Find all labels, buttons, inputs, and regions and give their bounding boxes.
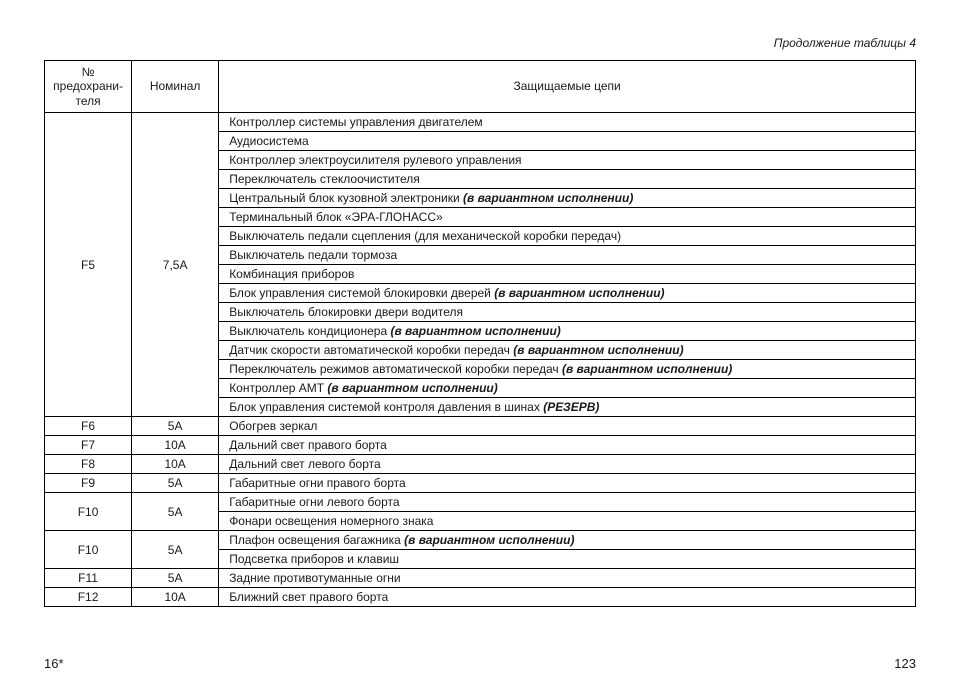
protected-circuit-cell: Контроллер системы управления двигателем: [219, 113, 916, 132]
fuse-rating-cell: 10A: [132, 455, 219, 474]
fuse-rating-cell: 10A: [132, 588, 219, 607]
fuse-id-cell: F6: [45, 417, 132, 436]
fuse-rating-cell: 10A: [132, 436, 219, 455]
table-row: F105AГабаритные огни левого борта: [45, 493, 916, 512]
fuse-id-cell: F8: [45, 455, 132, 474]
fuse-id-cell: F7: [45, 436, 132, 455]
table-header-row: №предохрани-теля Номинал Защищаемые цепи: [45, 61, 916, 113]
table-continuation-caption: Продолжение таблицы 4: [44, 36, 916, 50]
footer-right: 123: [894, 656, 916, 671]
protected-circuit-cell: Габаритные огни левого борта: [219, 493, 916, 512]
table-row: F710AДальний свет правого борта: [45, 436, 916, 455]
protected-circuit-cell: Дальний свет левого борта: [219, 455, 916, 474]
protected-circuit-cell: Подсветка приборов и клавиш: [219, 550, 916, 569]
protected-circuit-cell: Задние противотуманные огни: [219, 569, 916, 588]
protected-circuit-cell: Дальний свет правого борта: [219, 436, 916, 455]
table-row: F1210AБлижний свет правого борта: [45, 588, 916, 607]
fuse-id-cell: F9: [45, 474, 132, 493]
table-row: F115AЗадние противотуманные огни: [45, 569, 916, 588]
protected-circuit-cell: Выключатель педали сцепления (для механи…: [219, 227, 916, 246]
table-row: F65AОбогрев зеркал: [45, 417, 916, 436]
protected-circuit-cell: Аудиосистема: [219, 132, 916, 151]
table-row: F57,5AКонтроллер системы управления двиг…: [45, 113, 916, 132]
table-row: F95AГабаритные огни правого борта: [45, 474, 916, 493]
protected-circuit-cell: Переключатель стеклоочистителя: [219, 170, 916, 189]
fuse-id-cell: F10: [45, 531, 132, 569]
protected-circuit-cell: Выключатель кондиционера (в вариантном и…: [219, 322, 916, 341]
table-row: F810AДальний свет левого борта: [45, 455, 916, 474]
header-circuits: Защищаемые цепи: [219, 61, 916, 113]
fuse-rating-cell: 7,5A: [132, 113, 219, 417]
fuse-rating-cell: 5A: [132, 474, 219, 493]
fuse-rating-cell: 5A: [132, 493, 219, 531]
protected-circuit-cell: Переключатель режимов автоматической кор…: [219, 360, 916, 379]
fuse-table: №предохрани-теля Номинал Защищаемые цепи…: [44, 60, 916, 607]
footer-left: 16*: [44, 656, 64, 671]
protected-circuit-cell: Комбинация приборов: [219, 265, 916, 284]
fuse-rating-cell: 5A: [132, 569, 219, 588]
protected-circuit-cell: Контроллер АМТ (в вариантном исполнении): [219, 379, 916, 398]
protected-circuit-cell: Центральный блок кузовной электроники (в…: [219, 189, 916, 208]
protected-circuit-cell: Габаритные огни правого борта: [219, 474, 916, 493]
protected-circuit-cell: Контроллер электроусилителя рулевого упр…: [219, 151, 916, 170]
fuse-id-cell: F10: [45, 493, 132, 531]
fuse-rating-cell: 5A: [132, 417, 219, 436]
fuse-id-cell: F12: [45, 588, 132, 607]
protected-circuit-cell: Терминальный блок «ЭРА-ГЛОНАСС»: [219, 208, 916, 227]
header-rating: Номинал: [132, 61, 219, 113]
protected-circuit-cell: Обогрев зеркал: [219, 417, 916, 436]
protected-circuit-cell: Блок управления системой контроля давлен…: [219, 398, 916, 417]
protected-circuit-cell: Датчик скорости автоматической коробки п…: [219, 341, 916, 360]
protected-circuit-cell: Блок управления системой блокировки двер…: [219, 284, 916, 303]
fuse-id-cell: F11: [45, 569, 132, 588]
fuse-id-cell: F5: [45, 113, 132, 417]
table-body: F57,5AКонтроллер системы управления двиг…: [45, 113, 916, 607]
protected-circuit-cell: Ближний свет правого борта: [219, 588, 916, 607]
page-footer: 16* 123: [44, 656, 916, 671]
header-fuse: №предохрани-теля: [45, 61, 132, 113]
table-row: F105AПлафон освещения багажника (в вариа…: [45, 531, 916, 550]
protected-circuit-cell: Плафон освещения багажника (в вариантном…: [219, 531, 916, 550]
protected-circuit-cell: Выключатель блокировки двери водителя: [219, 303, 916, 322]
protected-circuit-cell: Фонари освещения номерного знака: [219, 512, 916, 531]
protected-circuit-cell: Выключатель педали тормоза: [219, 246, 916, 265]
fuse-rating-cell: 5A: [132, 531, 219, 569]
page: Продолжение таблицы 4 №предохрани-теля Н…: [0, 0, 960, 697]
